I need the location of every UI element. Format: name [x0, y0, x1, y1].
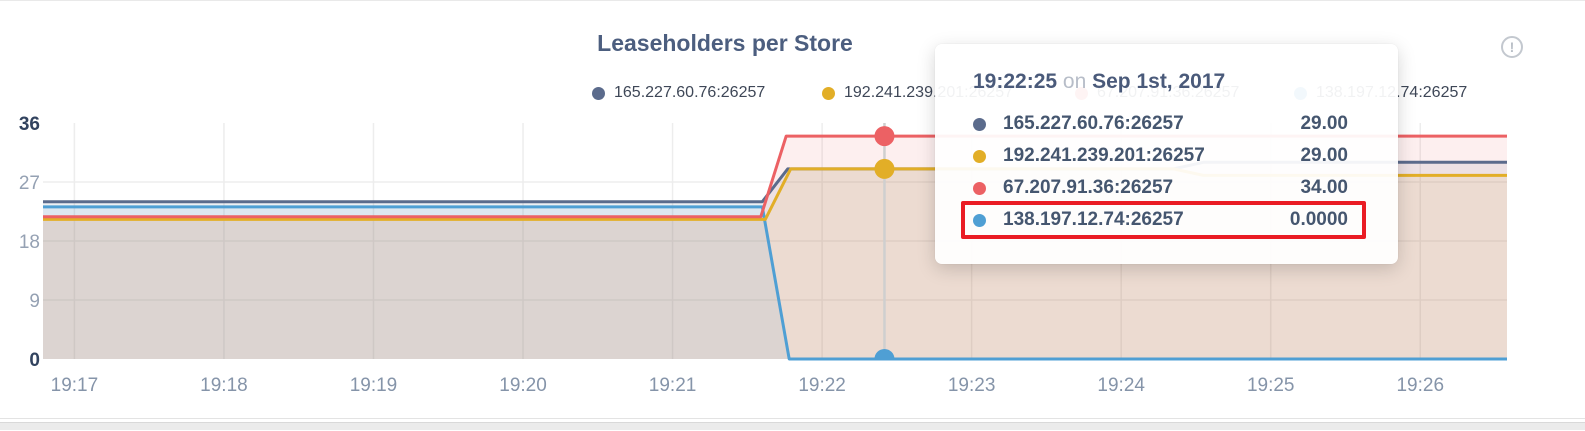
svg-text:19:24: 19:24 — [1097, 375, 1145, 396]
tooltip-preposition: on — [1062, 70, 1087, 93]
legend-dot-icon — [822, 86, 835, 100]
tooltip-row-label: 67.207.91.36:26257 — [1003, 177, 1174, 198]
svg-text:19:26: 19:26 — [1396, 375, 1444, 396]
legend-label: 165.227.60.76:26257 — [614, 84, 766, 101]
svg-text:19:18: 19:18 — [200, 375, 248, 396]
tooltip-row-label: 165.227.60.76:26257 — [1003, 113, 1184, 134]
tooltip-row: 67.207.91.36:26257 34.00 — [973, 172, 1348, 204]
svg-text:36: 36 — [19, 114, 40, 135]
series-dot-icon — [973, 149, 986, 163]
tooltip-date: Sep 1st, 2017 — [1092, 70, 1226, 93]
tooltip-row-value: 29.00 — [1300, 113, 1348, 134]
tooltip-row-value: 34.00 — [1300, 177, 1348, 198]
svg-text:19:25: 19:25 — [1247, 375, 1295, 396]
page-background-strip — [0, 422, 1585, 430]
tooltip-row-highlighted: 138.197.12.74:26257 0.0000 — [961, 201, 1366, 239]
svg-text:0: 0 — [29, 350, 40, 371]
svg-text:18: 18 — [19, 232, 40, 253]
svg-text:19:19: 19:19 — [350, 375, 398, 396]
svg-text:9: 9 — [29, 291, 40, 312]
info-icon[interactable]: ! — [1501, 36, 1523, 58]
series-dot-icon — [973, 117, 986, 131]
tooltip-row: 165.227.60.76:26257 29.00 — [973, 108, 1348, 140]
tooltip-row-value: 29.00 — [1300, 145, 1348, 166]
tooltip-row-label: 138.197.12.74:26257 — [1003, 209, 1184, 230]
tooltip-row: 192.241.239.201:26257 29.00 — [973, 140, 1348, 172]
card-bottom-divider — [0, 418, 1585, 419]
tooltip-timestamp: 19:22:25 on Sep 1st, 2017 — [973, 70, 1348, 94]
svg-text:19:22: 19:22 — [798, 375, 846, 396]
info-icon-glyph: ! — [1509, 39, 1515, 55]
series-dot-icon — [973, 181, 986, 195]
tooltip-row-label: 192.241.239.201:26257 — [1003, 145, 1205, 166]
svg-text:27: 27 — [19, 173, 40, 194]
hover-tooltip: 19:22:25 on Sep 1st, 2017 165.227.60.76:… — [935, 44, 1398, 264]
tooltip-row-value: 0.0000 — [1289, 209, 1348, 230]
series-dot-icon — [973, 213, 986, 227]
legend-item-store-1[interactable]: 165.227.60.76:26257 — [592, 84, 765, 102]
svg-text:19:23: 19:23 — [948, 375, 996, 396]
svg-text:19:20: 19:20 — [499, 375, 547, 396]
svg-text:19:21: 19:21 — [649, 375, 697, 396]
svg-text:19:17: 19:17 — [51, 375, 99, 396]
tooltip-time: 19:22:25 — [973, 70, 1058, 93]
tooltip-rows: 165.227.60.76:26257 29.00 192.241.239.20… — [961, 108, 1366, 239]
chart-title: Leaseholders per Store — [597, 30, 853, 56]
legend-dot-icon — [592, 86, 605, 100]
